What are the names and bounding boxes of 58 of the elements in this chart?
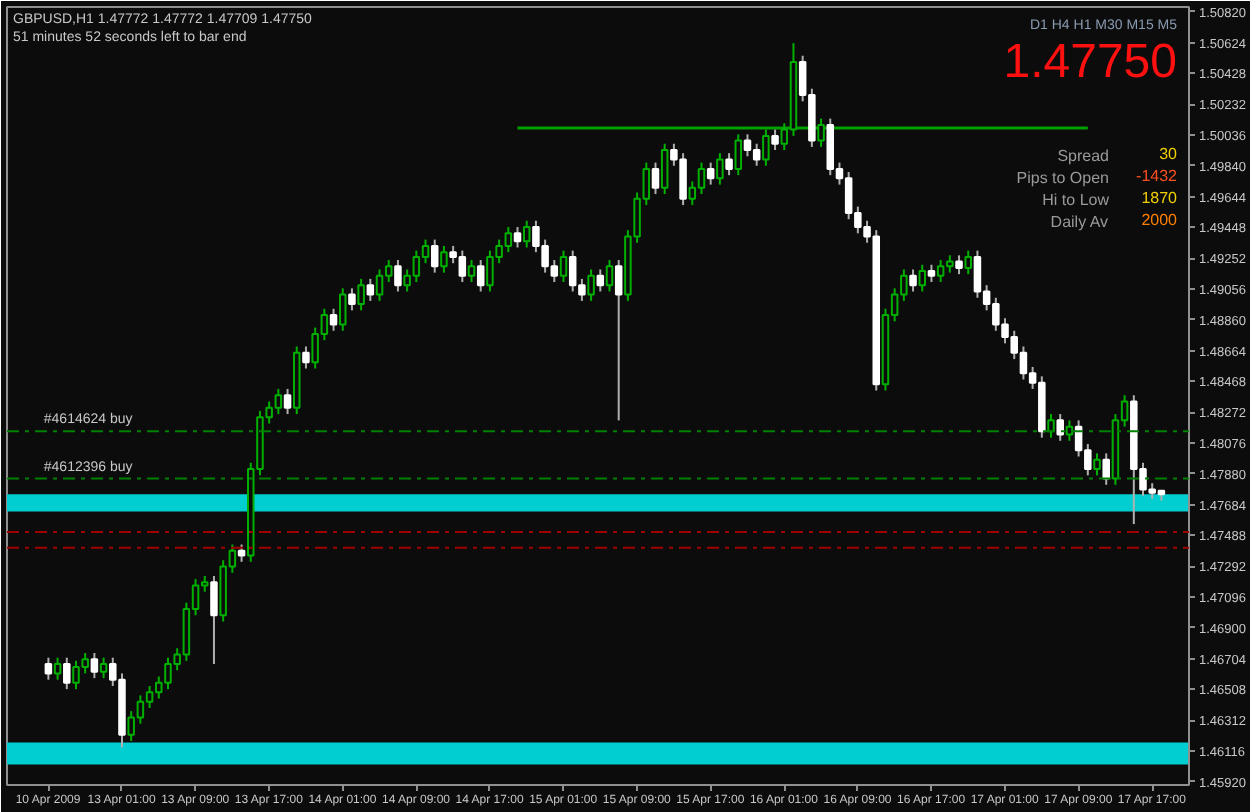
candlestick	[90, 651, 99, 680]
candlestick	[771, 128, 779, 152]
annotation: 30	[1159, 145, 1179, 163]
candlestick	[302, 345, 310, 370]
candlestick	[964, 249, 972, 276]
candlestick	[559, 249, 568, 284]
candlestick	[394, 259, 402, 293]
annotation: Pips to Open	[1016, 169, 1109, 187]
candlestick	[430, 238, 439, 274]
candlestick	[909, 268, 917, 293]
candlestick	[375, 268, 384, 302]
candlestick	[697, 161, 706, 196]
candlestick	[918, 263, 926, 293]
candlestick	[1065, 419, 1074, 442]
candlestick	[614, 259, 623, 422]
candlestick	[716, 152, 724, 186]
candlestick	[283, 387, 292, 416]
candlestick	[522, 219, 531, 249]
annotation: Hi to Low	[1042, 191, 1110, 209]
candlestick	[329, 307, 338, 332]
candlestick	[734, 133, 743, 177]
candlestick	[366, 277, 375, 302]
candlestick	[357, 277, 365, 312]
candlestick	[587, 268, 595, 302]
candlestick	[605, 259, 614, 293]
candlestick	[762, 128, 770, 167]
candlestick	[826, 117, 835, 177]
candlestick	[99, 656, 108, 680]
candlestick	[817, 117, 825, 148]
candlestick	[53, 656, 62, 681]
candlestick	[348, 287, 356, 312]
candlestick	[725, 152, 733, 177]
candlestick	[1102, 452, 1110, 486]
annotation: 2000	[1141, 211, 1179, 229]
annotation: 1.47750	[1003, 35, 1178, 89]
candlestick	[1047, 413, 1055, 439]
candlestick	[651, 161, 660, 196]
candlestick	[1093, 452, 1101, 477]
candlestick	[743, 133, 752, 158]
candlestick	[63, 656, 71, 691]
annotation: -1432	[1136, 167, 1179, 185]
candlestick	[596, 268, 605, 293]
candlestick	[467, 259, 476, 284]
candlestick	[476, 259, 485, 293]
annotation: Daily Av	[1050, 213, 1109, 231]
candlestick	[955, 254, 963, 276]
candlestick	[513, 226, 522, 249]
candlestick	[752, 142, 761, 167]
candlestick	[44, 656, 53, 681]
candlestick	[440, 244, 448, 274]
candlestick	[1056, 413, 1064, 442]
candlestick	[210, 574, 218, 665]
candlestick	[660, 142, 669, 196]
candlestick	[338, 287, 347, 332]
candlestick	[706, 161, 715, 186]
annotation: Spread	[1057, 147, 1109, 165]
annotation: 1870	[1141, 189, 1179, 207]
candlestick	[973, 249, 982, 299]
